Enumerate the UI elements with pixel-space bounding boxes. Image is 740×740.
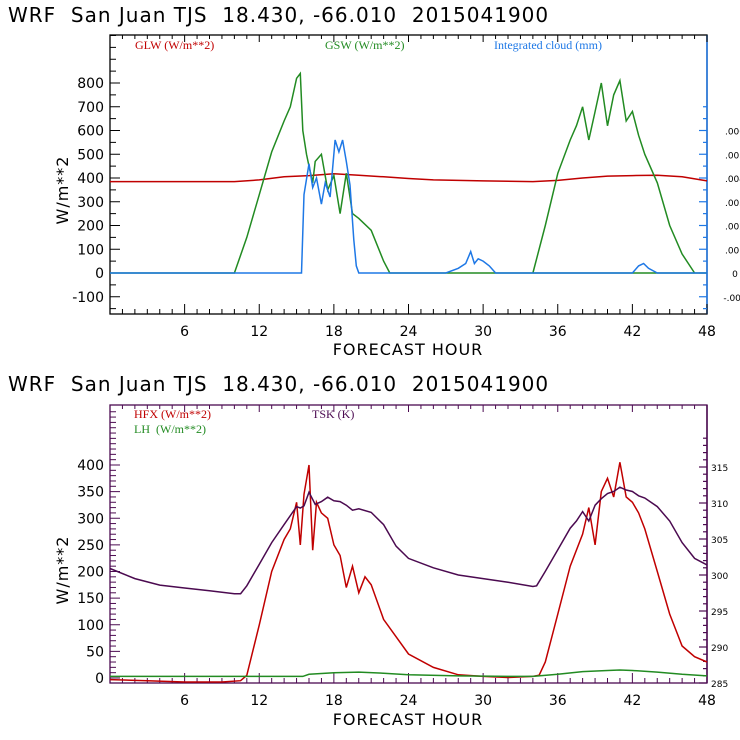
bottom-right-tick-label: 290 [711,644,728,654]
top-x-tick-label: 30 [474,324,492,340]
bottom-right-tick-label: 300 [711,572,728,582]
top-x-tick-label: 48 [698,324,716,340]
top-right-tick-label: -.001 [723,294,740,304]
bottom-right-tick-label: 285 [711,680,728,690]
bottom-y-tick-label: 50 [86,644,104,660]
series-line-hfx-w-m-2 [109,462,708,683]
bottom-plot-frame: 6 12 18 24 30 36 42 48 400 350 300 250 200 150 100 50 0 3… [77,404,728,709]
series-line-gsw-day-2-w-m-2 [532,77,696,274]
bottom-right-tick-label: 310 [711,500,728,510]
bottom-right-tick-label: 305 [711,536,728,546]
top-plot-border [109,34,708,315]
bottom-y-axis-label: W/m**2 [53,536,72,605]
bottom-x-tick-label: 18 [325,693,343,709]
top-right-tick-label: .002 [725,223,740,233]
top-chart: WRF San Juan TJS 18.430, -66.010 2015041… [8,3,740,359]
bottom-right-tick-label: 295 [711,608,728,618]
top-x-tick-label: 12 [250,324,268,340]
bottom-chart: WRF San Juan TJS 18.430, -66.010 2015041… [8,372,728,729]
bottom-x-tick-label: 30 [474,693,492,709]
top-x-tick-label: 42 [623,324,641,340]
top-y-tick-label: 800 [77,76,104,92]
top-right-tick-label: .006 [725,128,740,138]
top-y-tick-label: -100 [72,290,104,306]
legend-glw: GLW (W/m**2) [135,38,214,52]
top-y-axis-label: W/m**2 [53,156,72,225]
bottom-y-tick-label: 200 [77,565,104,581]
top-y-tick-label: 600 [77,124,104,140]
top-y-tick-label: 500 [77,147,104,163]
top-y-tick-label: 400 [77,171,104,187]
bottom-y-tick-label: 300 [77,511,104,527]
bottom-y-tick-label: 100 [77,618,104,634]
top-plot-frame: 6 12 18 24 30 36 42 48 800 700 600 500 400 300 200 100 0… [72,34,740,340]
bottom-y-tick-label: 0 [95,671,104,687]
bottom-y-tick-label: 250 [77,538,104,554]
bottom-x-tick-label: 12 [250,693,268,709]
bottom-x-tick-label: 42 [623,693,641,709]
bottom-chart-title: WRF San Juan TJS 18.430, -66.010 2015041… [8,372,549,396]
series-line-integrated-cloud-mm [110,139,707,274]
bottom-x-tick-label: 24 [400,693,418,709]
top-x-tick-label: 36 [549,324,567,340]
legend-hfx: HFX (W/m**2) [134,407,211,421]
top-series-group [110,71,708,274]
bottom-plot-border [109,404,708,684]
top-y-tick-label: 100 [77,242,104,258]
top-right-tick-label: .003 [725,199,740,209]
bottom-x-tick-label: 6 [180,693,189,709]
bottom-series-group [109,462,708,683]
top-x-tick-label: 18 [325,324,343,340]
series-line-glw-w-m-2 [110,172,708,183]
bottom-x-axis-label: FORECAST HOUR [333,710,484,729]
top-right-tick-label: 0 [732,270,738,280]
top-x-tick-label: 6 [180,324,189,340]
top-y-tick-label: 700 [77,100,104,116]
bottom-y-tick-label: 350 [77,485,104,501]
series-line-gsw-w-m-2 [110,71,707,274]
top-y-tick-label: 0 [95,266,104,282]
top-x-tick-label: 24 [400,324,418,340]
series-line-lh-w-m-2 [110,669,708,678]
top-x-axis-label: FORECAST HOUR [333,340,484,359]
top-chart-title: WRF San Juan TJS 18.430, -66.010 2015041… [8,3,549,27]
legend-tsk: TSK (K) [312,407,354,421]
top-right-tick-label: .004 [725,175,740,185]
top-y-tick-label: 200 [77,219,104,235]
bottom-y-tick-label: 150 [77,591,104,607]
series-line-tsk-k [109,486,708,595]
bottom-x-tick-label: 36 [549,693,567,709]
legend-gsw: GSW (W/m**2) [325,38,404,52]
top-right-tick-label: .001 [725,246,740,256]
legend-lh: LH (W/m**2) [134,422,206,436]
bottom-y-tick-label: 400 [77,458,104,474]
top-y-tick-label: 300 [77,195,104,211]
legend-integrated-cloud: Integrated cloud (mm) [494,38,602,52]
bottom-x-tick-label: 48 [698,693,716,709]
top-right-tick-label: .005 [725,151,740,161]
bottom-right-tick-label: 315 [711,464,728,474]
